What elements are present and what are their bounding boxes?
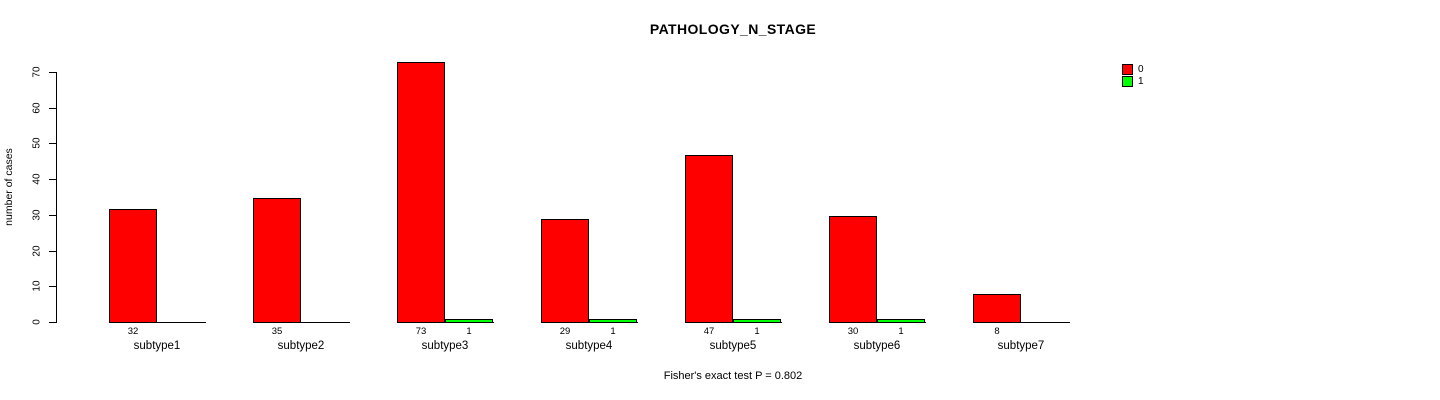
bar-value-label: 73 xyxy=(415,326,427,337)
legend-label-series-0: 0 xyxy=(1138,64,1144,75)
y-axis-tick-label: 60 xyxy=(31,102,43,114)
bar-subtype5-series-1 xyxy=(733,319,781,323)
bar-value-label: 1 xyxy=(754,326,760,337)
bar-subtype6-series-1 xyxy=(877,319,925,323)
y-axis-tick xyxy=(49,214,56,216)
y-axis-tick-label: 70 xyxy=(31,66,43,78)
bar-subtype2-series-0 xyxy=(253,198,301,323)
x-category-label: subtype3 xyxy=(421,340,469,352)
x-category-label: subtype6 xyxy=(853,340,901,352)
y-axis-tick-label: 20 xyxy=(31,245,43,257)
y-axis-tick-label: 50 xyxy=(31,137,43,149)
y-axis-tick xyxy=(49,322,56,323)
y-axis-tick xyxy=(49,107,56,109)
bar-value-label: 47 xyxy=(703,326,715,337)
bar-subtype1-series-0 xyxy=(109,209,157,323)
bar-value-label: 30 xyxy=(847,326,859,337)
x-category-label: subtype7 xyxy=(997,340,1045,352)
group-baseline xyxy=(109,322,206,323)
y-axis-tick-label: 0 xyxy=(31,319,43,325)
legend-swatch-series-0 xyxy=(1122,64,1133,75)
bar-value-label: 8 xyxy=(994,326,1000,337)
bar-value-label: 32 xyxy=(127,326,139,337)
legend-entry: 0 xyxy=(1122,64,1144,75)
y-axis-tick xyxy=(49,250,56,252)
chart-title: PATHOLOGY_N_STAGE xyxy=(649,21,817,37)
y-axis-tick-label: 30 xyxy=(31,209,43,221)
bar-value-label: 1 xyxy=(898,326,904,337)
x-category-label: subtype4 xyxy=(565,340,613,352)
bar-value-label: 29 xyxy=(559,326,571,337)
bar-value-label: 1 xyxy=(610,326,616,337)
y-axis-tick xyxy=(49,179,56,181)
x-category-label: subtype5 xyxy=(709,340,757,352)
y-axis-tick-label: 10 xyxy=(31,280,43,292)
bar-subtype6-series-0 xyxy=(829,216,877,323)
bar-subtype3-series-1 xyxy=(445,319,493,323)
bar-value-label: 35 xyxy=(271,326,283,337)
bar-subtype4-series-0 xyxy=(541,219,589,323)
x-category-label: subtype2 xyxy=(277,340,325,352)
legend-swatch-series-1 xyxy=(1122,76,1133,87)
legend-entry: 1 xyxy=(1122,76,1144,87)
legend: 0 1 xyxy=(1122,64,1144,88)
y-axis-line xyxy=(56,72,57,323)
x-category-label: subtype1 xyxy=(133,340,181,352)
y-axis-tick xyxy=(49,72,56,73)
bar-subtype5-series-0 xyxy=(685,155,733,323)
stat-test-caption: Fisher's exact test P = 0.802 xyxy=(663,370,803,382)
bar-subtype7-series-0 xyxy=(973,294,1021,323)
y-axis-tick xyxy=(49,143,56,145)
bar-subtype3-series-0 xyxy=(397,62,445,323)
group-baseline xyxy=(253,322,350,323)
bar-subtype4-series-1 xyxy=(589,319,637,323)
group-baseline xyxy=(973,322,1070,323)
bar-value-label: 1 xyxy=(466,326,472,337)
y-axis-tick xyxy=(49,286,56,288)
legend-label-series-1: 1 xyxy=(1138,76,1144,87)
y-axis-tick-label: 40 xyxy=(31,173,43,185)
